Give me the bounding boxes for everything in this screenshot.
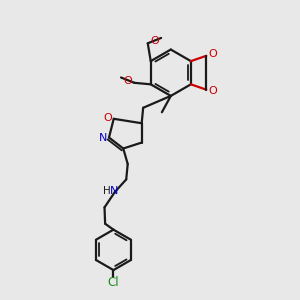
Text: O: O — [124, 76, 132, 86]
Text: O: O — [208, 49, 217, 59]
Text: N: N — [99, 133, 107, 143]
Text: O: O — [150, 36, 159, 46]
Text: N: N — [110, 186, 118, 196]
Text: O: O — [208, 86, 217, 96]
Text: H: H — [103, 186, 110, 196]
Text: Cl: Cl — [108, 276, 119, 289]
Text: O: O — [103, 113, 112, 123]
